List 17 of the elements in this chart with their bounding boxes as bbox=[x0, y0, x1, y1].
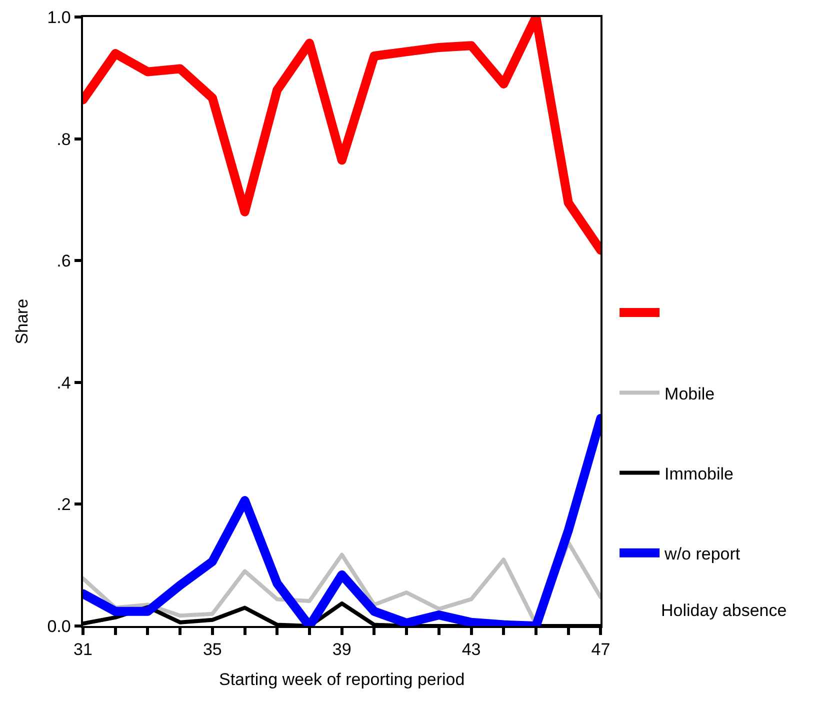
text: Holiday absence bbox=[661, 601, 787, 620]
x-tick-label: 39 bbox=[332, 640, 352, 660]
y-axis-title: Share bbox=[12, 298, 32, 344]
x-tick-label: 43 bbox=[462, 640, 481, 660]
y-tick-label: 1.0 bbox=[47, 8, 71, 27]
y-tick-label: .6 bbox=[56, 252, 71, 271]
x-tick-label: 35 bbox=[202, 640, 222, 660]
y-tick-label: .2 bbox=[56, 495, 71, 514]
x-axis-title: Starting week of reporting period bbox=[219, 670, 465, 690]
legend-label: Immobile bbox=[664, 464, 734, 484]
legend-label: w/o report bbox=[664, 544, 740, 564]
y-tick-label: 0.0 bbox=[47, 616, 71, 636]
y-tick-label: .8 bbox=[56, 130, 71, 149]
y-tick-label: .4 bbox=[56, 373, 71, 392]
x-tick-label: 31 bbox=[74, 640, 92, 660]
legend-label: Mobile bbox=[664, 384, 715, 404]
x-tick-label: 47 bbox=[591, 640, 610, 660]
